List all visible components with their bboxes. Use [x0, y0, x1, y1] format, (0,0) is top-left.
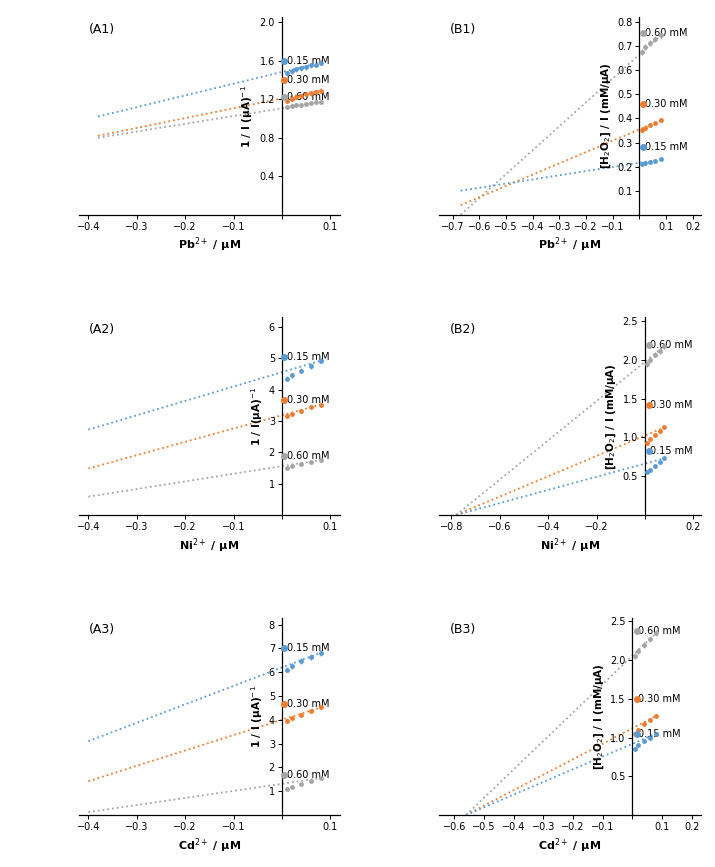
Y-axis label: [H$_2$O$_2$] / I (mM/μA): [H$_2$O$_2$] / I (mM/μA) — [592, 663, 606, 770]
X-axis label: Cd$^{2+}$ / μM: Cd$^{2+}$ / μM — [178, 836, 241, 855]
Text: (A3): (A3) — [89, 623, 115, 636]
Text: 0.60 mM: 0.60 mM — [645, 28, 687, 38]
Text: (B2): (B2) — [450, 323, 476, 336]
Text: 0.30 mM: 0.30 mM — [638, 694, 681, 704]
Text: 0.60 mM: 0.60 mM — [650, 340, 692, 349]
Text: 0.60 mM: 0.60 mM — [287, 770, 330, 779]
X-axis label: Cd$^{2+}$ / μM: Cd$^{2+}$ / μM — [538, 836, 601, 855]
Text: 0.60 mM: 0.60 mM — [638, 626, 681, 636]
X-axis label: Pb$^{2+}$ / μM: Pb$^{2+}$ / μM — [178, 236, 241, 255]
Text: (B1): (B1) — [450, 23, 476, 36]
Text: 0.30 mM: 0.30 mM — [650, 400, 692, 410]
Text: (A1): (A1) — [89, 23, 115, 36]
Text: 0.30 mM: 0.30 mM — [287, 75, 330, 85]
Y-axis label: [H$_2$O$_2$] / I (mM/μA): [H$_2$O$_2$] / I (mM/μA) — [605, 362, 618, 470]
Text: (B3): (B3) — [450, 623, 476, 636]
Y-axis label: 1 / I(μA)$^{-1}$: 1 / I(μA)$^{-1}$ — [249, 387, 265, 446]
Y-axis label: 1 / I (μA)$^{-1}$: 1 / I (μA)$^{-1}$ — [240, 85, 255, 147]
Text: 0.15 mM: 0.15 mM — [645, 142, 687, 153]
Text: 0.15 mM: 0.15 mM — [650, 447, 693, 456]
Text: 0.30 mM: 0.30 mM — [287, 700, 330, 709]
Text: 0.30 mM: 0.30 mM — [287, 395, 330, 406]
Text: 0.60 mM: 0.60 mM — [287, 92, 330, 102]
Y-axis label: [H$_2$O$_2$] / I (mM/μA): [H$_2$O$_2$] / I (mM/μA) — [599, 62, 613, 169]
Y-axis label: 1 / I (μA)$^{-1}$: 1 / I (μA)$^{-1}$ — [249, 685, 265, 747]
Text: 0.15 mM: 0.15 mM — [287, 55, 330, 66]
X-axis label: Pb$^{2+}$ / μM: Pb$^{2+}$ / μM — [538, 236, 601, 255]
X-axis label: Ni$^{2+}$ / μM: Ni$^{2+}$ / μM — [179, 536, 240, 555]
Text: 0.30 mM: 0.30 mM — [645, 99, 687, 109]
Text: 0.15 mM: 0.15 mM — [287, 352, 330, 362]
Text: (A2): (A2) — [89, 323, 115, 336]
Text: 0.15 mM: 0.15 mM — [287, 643, 330, 654]
Text: 0.60 mM: 0.60 mM — [287, 451, 330, 461]
Text: 0.15 mM: 0.15 mM — [638, 728, 681, 739]
X-axis label: Ni$^{2+}$ / μM: Ni$^{2+}$ / μM — [540, 536, 600, 555]
